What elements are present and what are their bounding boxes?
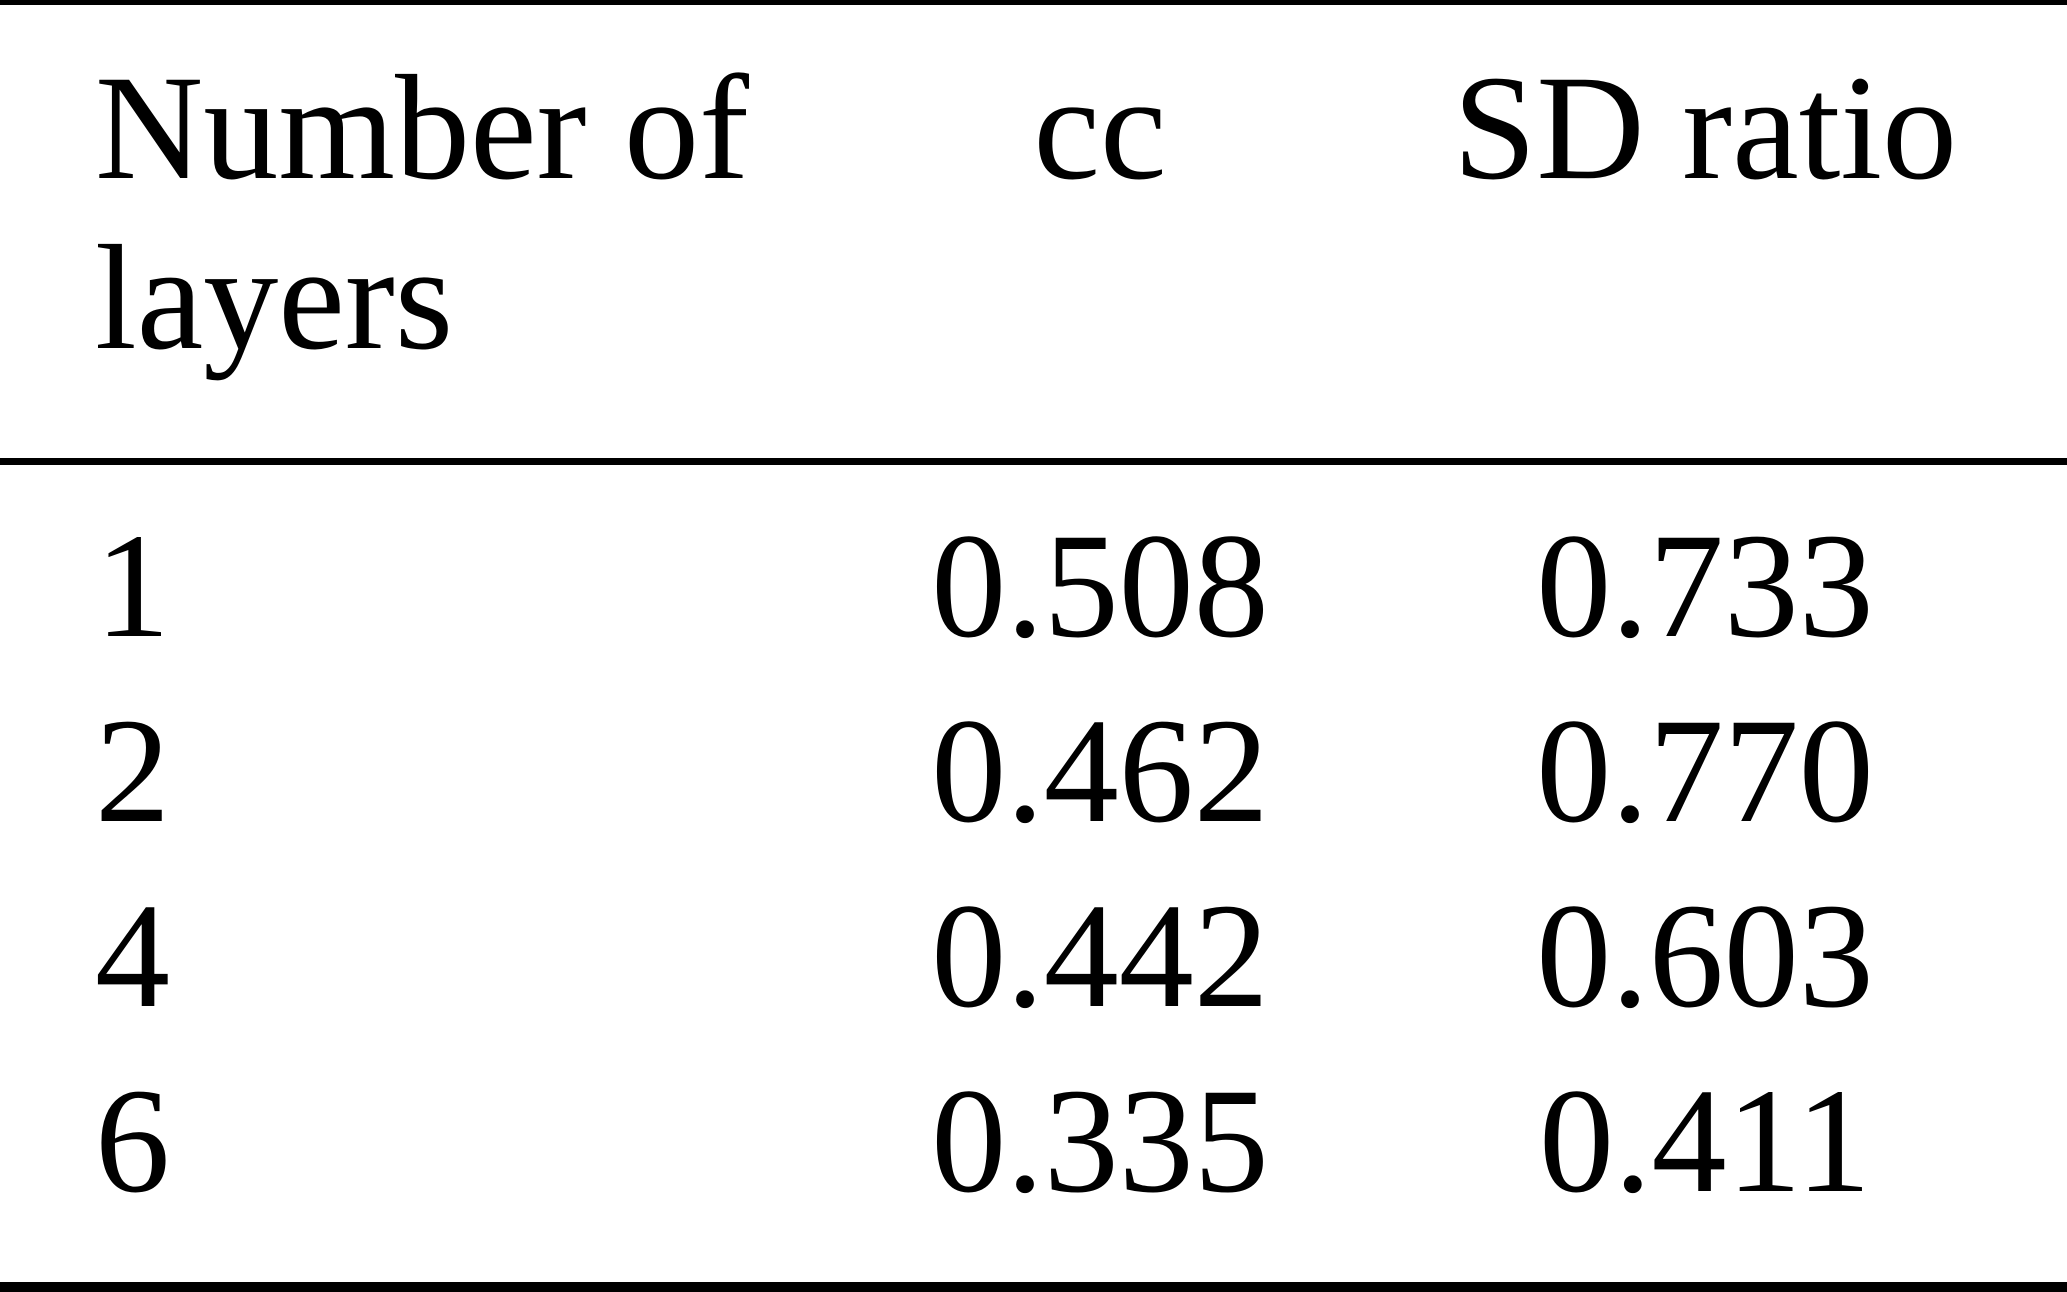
cell-layers: 6 [95,1057,170,1224]
cell-cc: 0.508 [931,502,1269,669]
cell-sd-ratio: 0.733 [1536,502,1874,669]
cell-layers: 4 [95,872,170,1039]
cell-sd-ratio: 0.770 [1536,687,1874,854]
cell-sd-ratio: 0.603 [1536,872,1874,1039]
cell-cc: 0.462 [931,687,1269,854]
table-header: Number of layers cc SD ratio [0,5,2067,465]
table-body: 1 0.508 0.733 2 0.462 0.770 4 0.442 0.60… [0,461,2067,1234]
cell-cc: 0.442 [931,872,1269,1039]
cell-layers: 1 [95,502,170,669]
header-cell-sd-ratio: SD ratio [1310,5,2067,465]
cell-cc: 0.335 [931,1057,1269,1224]
results-table: Number of layers cc SD ratio 1 0.508 0.7… [0,5,2067,1234]
table-row: 6 0.335 0.411 [0,1049,2067,1234]
header-cell-cc: cc [890,5,1310,465]
cell-layers: 2 [95,687,170,854]
cell-sd-ratio: 0.411 [1539,1057,1871,1224]
table-row: 1 0.508 0.733 [0,461,2067,679]
header-cell-number-of-layers: Number of layers [0,5,890,465]
header-row: Number of layers cc SD ratio [0,5,2067,465]
table-row: 4 0.442 0.603 [0,864,2067,1049]
table-row: 2 0.462 0.770 [0,679,2067,864]
